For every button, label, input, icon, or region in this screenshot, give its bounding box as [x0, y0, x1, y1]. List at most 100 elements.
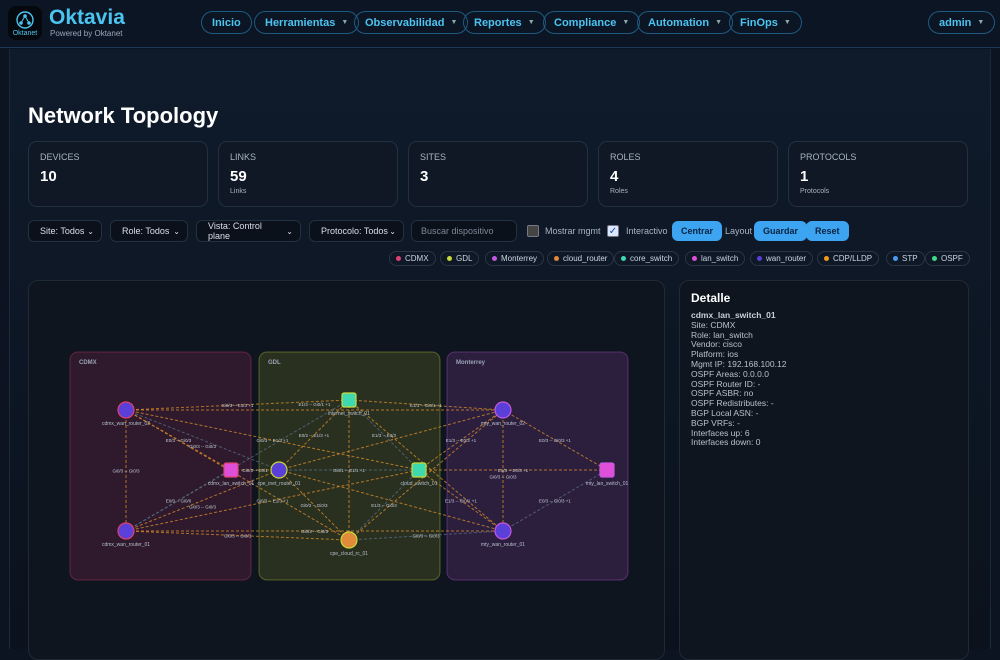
link-label: Gi0/3 -- Gi0/3: [489, 475, 517, 480]
search-device-input[interactable]: [411, 220, 517, 242]
app-name: Oktavia: [49, 6, 125, 29]
link-edge[interactable]: [278, 399, 350, 471]
link-edge[interactable]: [125, 530, 350, 541]
link-edge[interactable]: [278, 409, 504, 471]
node-label: cpe_cloud_rc_01: [330, 551, 368, 557]
node-label: cdmx_lan_switch_01: [208, 481, 255, 487]
legend-chip-cloud-router[interactable]: cloud_router: [547, 251, 615, 266]
link-edge[interactable]: [418, 409, 504, 471]
nav-finops[interactable]: FinOps ▼: [729, 11, 802, 34]
mostrar-mgmt-checkbox[interactable]: [527, 225, 539, 237]
link-edge[interactable]: [348, 530, 504, 541]
protocolo-select-value: Protocolo: Todos: [321, 226, 388, 236]
detail-line: OSPF Redistributes: -: [691, 398, 774, 409]
role-select[interactable]: Role: Todos ⌄: [110, 220, 188, 242]
stat-value: 4: [610, 168, 619, 185]
node-lan-switch-icon[interactable]: [223, 462, 239, 478]
link-edge[interactable]: [418, 469, 504, 532]
node-label: mty_lan_switch_01: [586, 481, 629, 487]
nav-herramientas[interactable]: Herramientas ▼: [254, 11, 360, 34]
link-label: E1/3 -- E0/3 +1: [446, 438, 477, 443]
link-edge[interactable]: [125, 399, 350, 411]
link-edge[interactable]: [348, 399, 504, 411]
legend-chip-lan-switch[interactable]: lan_switch: [685, 251, 746, 266]
nav-label: Herramientas: [265, 16, 336, 29]
link-edge[interactable]: [348, 399, 420, 471]
chevron-down-icon: ⌄: [87, 226, 94, 236]
legend-chip-gdl[interactable]: GDL: [440, 251, 480, 266]
legend-label: CDMX: [405, 254, 429, 263]
legend-label: CDP/LLDP: [833, 254, 873, 263]
stat-value: 10: [40, 168, 57, 185]
nav-inicio[interactable]: Inicio: [201, 11, 252, 34]
reset-button[interactable]: Reset: [806, 221, 849, 241]
detail-device-name: cdmx_lan_switch_01: [691, 310, 776, 320]
detail-line: Vendor: cisco: [691, 339, 743, 350]
legend-dot-icon: [447, 256, 452, 261]
link-edge[interactable]: [125, 409, 280, 471]
protocolo-select[interactable]: Protocolo: Todos ⌄: [309, 220, 404, 242]
link-edge[interactable]: [125, 399, 350, 532]
oktanet-logo[interactable]: Oktanet: [8, 6, 42, 40]
site-select[interactable]: Site: Todos ⌄: [28, 220, 102, 242]
legend-chip-ospf[interactable]: OSPF: [925, 251, 970, 266]
link-edge[interactable]: [125, 469, 280, 532]
chevron-down-icon: ⌄: [286, 226, 293, 236]
link-edge[interactable]: [278, 469, 350, 541]
user-menu[interactable]: admin ▼: [928, 11, 996, 34]
node-core-switch-icon[interactable]: [411, 462, 427, 478]
stat-card-roles: ROLES 4 Roles: [598, 141, 778, 207]
caret-down-icon: ▼: [783, 19, 791, 26]
stat-value: 59: [230, 168, 247, 185]
legend-dot-icon: [396, 256, 401, 261]
site-group-cdmx: [69, 351, 252, 581]
legend-chip-cdp-lldp[interactable]: CDP/LLDP: [817, 251, 880, 266]
detail-line: Role: lan_switch: [691, 329, 753, 340]
interactivo-label: Interactivo: [626, 226, 668, 236]
legend-dot-icon: [554, 256, 559, 261]
legend-label: wan_router: [766, 254, 807, 263]
link-label: Gi0/3 -- Gi0/3: [189, 444, 217, 449]
stat-sub: Links: [230, 188, 247, 195]
nav-observabilidad[interactable]: Observabilidad ▼: [354, 11, 469, 34]
site-label: GDL: [268, 360, 281, 366]
legend-chip-monterrey[interactable]: Monterrey: [485, 251, 545, 266]
legend-chip-cdmx[interactable]: CDMX: [389, 251, 436, 266]
node-wan-router-icon[interactable]: [494, 401, 512, 419]
link-edge[interactable]: [348, 469, 420, 541]
caret-down-icon: ▼: [341, 19, 349, 26]
user-label: admin: [939, 16, 972, 29]
legend-chip-wan-router[interactable]: wan_router: [750, 251, 814, 266]
detail-line: BGP VRFs: -: [691, 417, 740, 428]
logo-text: Oktanet: [12, 29, 38, 37]
link-edge[interactable]: [502, 469, 608, 532]
legend-label: STP: [902, 254, 918, 263]
nav-label: FinOps: [740, 16, 778, 29]
site-select-value: Site: Todos: [40, 226, 85, 236]
link-label: Gi0/3 -- E1/3 +1: [222, 403, 254, 408]
link-edge[interactable]: [125, 409, 350, 541]
node-core-switch-icon[interactable]: [341, 392, 357, 408]
node-wan-router-icon[interactable]: [494, 522, 512, 540]
centrar-button[interactable]: Centrar: [672, 221, 723, 241]
vista-select[interactable]: Vista: Control plane ⌄: [196, 220, 301, 242]
node-label: internet_switch_01: [328, 411, 370, 417]
node-wan-router-icon[interactable]: [117, 522, 135, 540]
node-cloud-router-icon[interactable]: [340, 531, 358, 549]
link-label: Gi0/3 -- E1/3 +1: [257, 438, 289, 443]
link-label: E0/2 -- E1/3 +1: [299, 433, 330, 438]
link-label: Gi0/1 -- E1/1 +1: [333, 468, 365, 473]
link-edge[interactable]: [502, 409, 608, 471]
legend-chip-stp[interactable]: STP: [886, 251, 925, 266]
node-wan-router-icon[interactable]: [117, 401, 135, 419]
node-lan-switch-icon[interactable]: [599, 462, 615, 478]
layout-label: Layout: [725, 226, 753, 236]
link-label: Gi0/3 -- Gi0/3: [300, 503, 328, 508]
guardar-button[interactable]: Guardar: [754, 221, 808, 241]
legend-dot-icon: [621, 256, 626, 261]
link-edge[interactable]: [278, 469, 504, 532]
node-wan-router-icon[interactable]: [270, 461, 288, 479]
legend-chip-core-switch[interactable]: core_switch: [614, 251, 680, 266]
interactivo-checkbox[interactable]: ✓: [607, 225, 619, 237]
